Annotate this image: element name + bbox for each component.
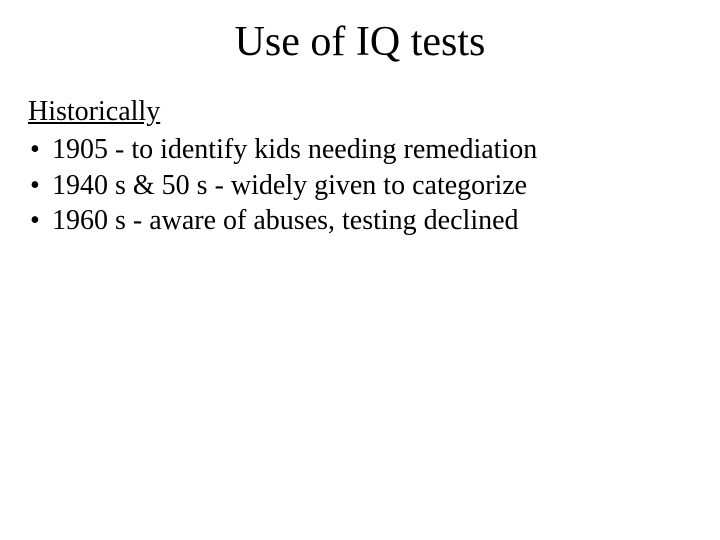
subheading: Historically	[28, 94, 692, 130]
bullet-icon: •	[30, 132, 40, 168]
list-item: • 1905 - to identify kids needing remedi…	[28, 132, 692, 168]
list-item-text: 1905 - to identify kids needing remediat…	[52, 134, 537, 165]
slide-body: Historically • 1905 - to identify kids n…	[28, 94, 692, 239]
list-item: • 1940 s & 50 s - widely given to catego…	[28, 168, 692, 204]
bullet-list: • 1905 - to identify kids needing remedi…	[28, 132, 692, 239]
slide-title: Use of IQ tests	[28, 18, 692, 66]
bullet-icon: •	[30, 168, 40, 204]
bullet-icon: •	[30, 203, 40, 239]
list-item: • 1960 s - aware of abuses, testing decl…	[28, 203, 692, 239]
slide: Use of IQ tests Historically • 1905 - to…	[0, 0, 720, 540]
list-item-text: 1940 s & 50 s - widely given to categori…	[52, 170, 527, 201]
list-item-text: 1960 s - aware of abuses, testing declin…	[52, 205, 519, 236]
